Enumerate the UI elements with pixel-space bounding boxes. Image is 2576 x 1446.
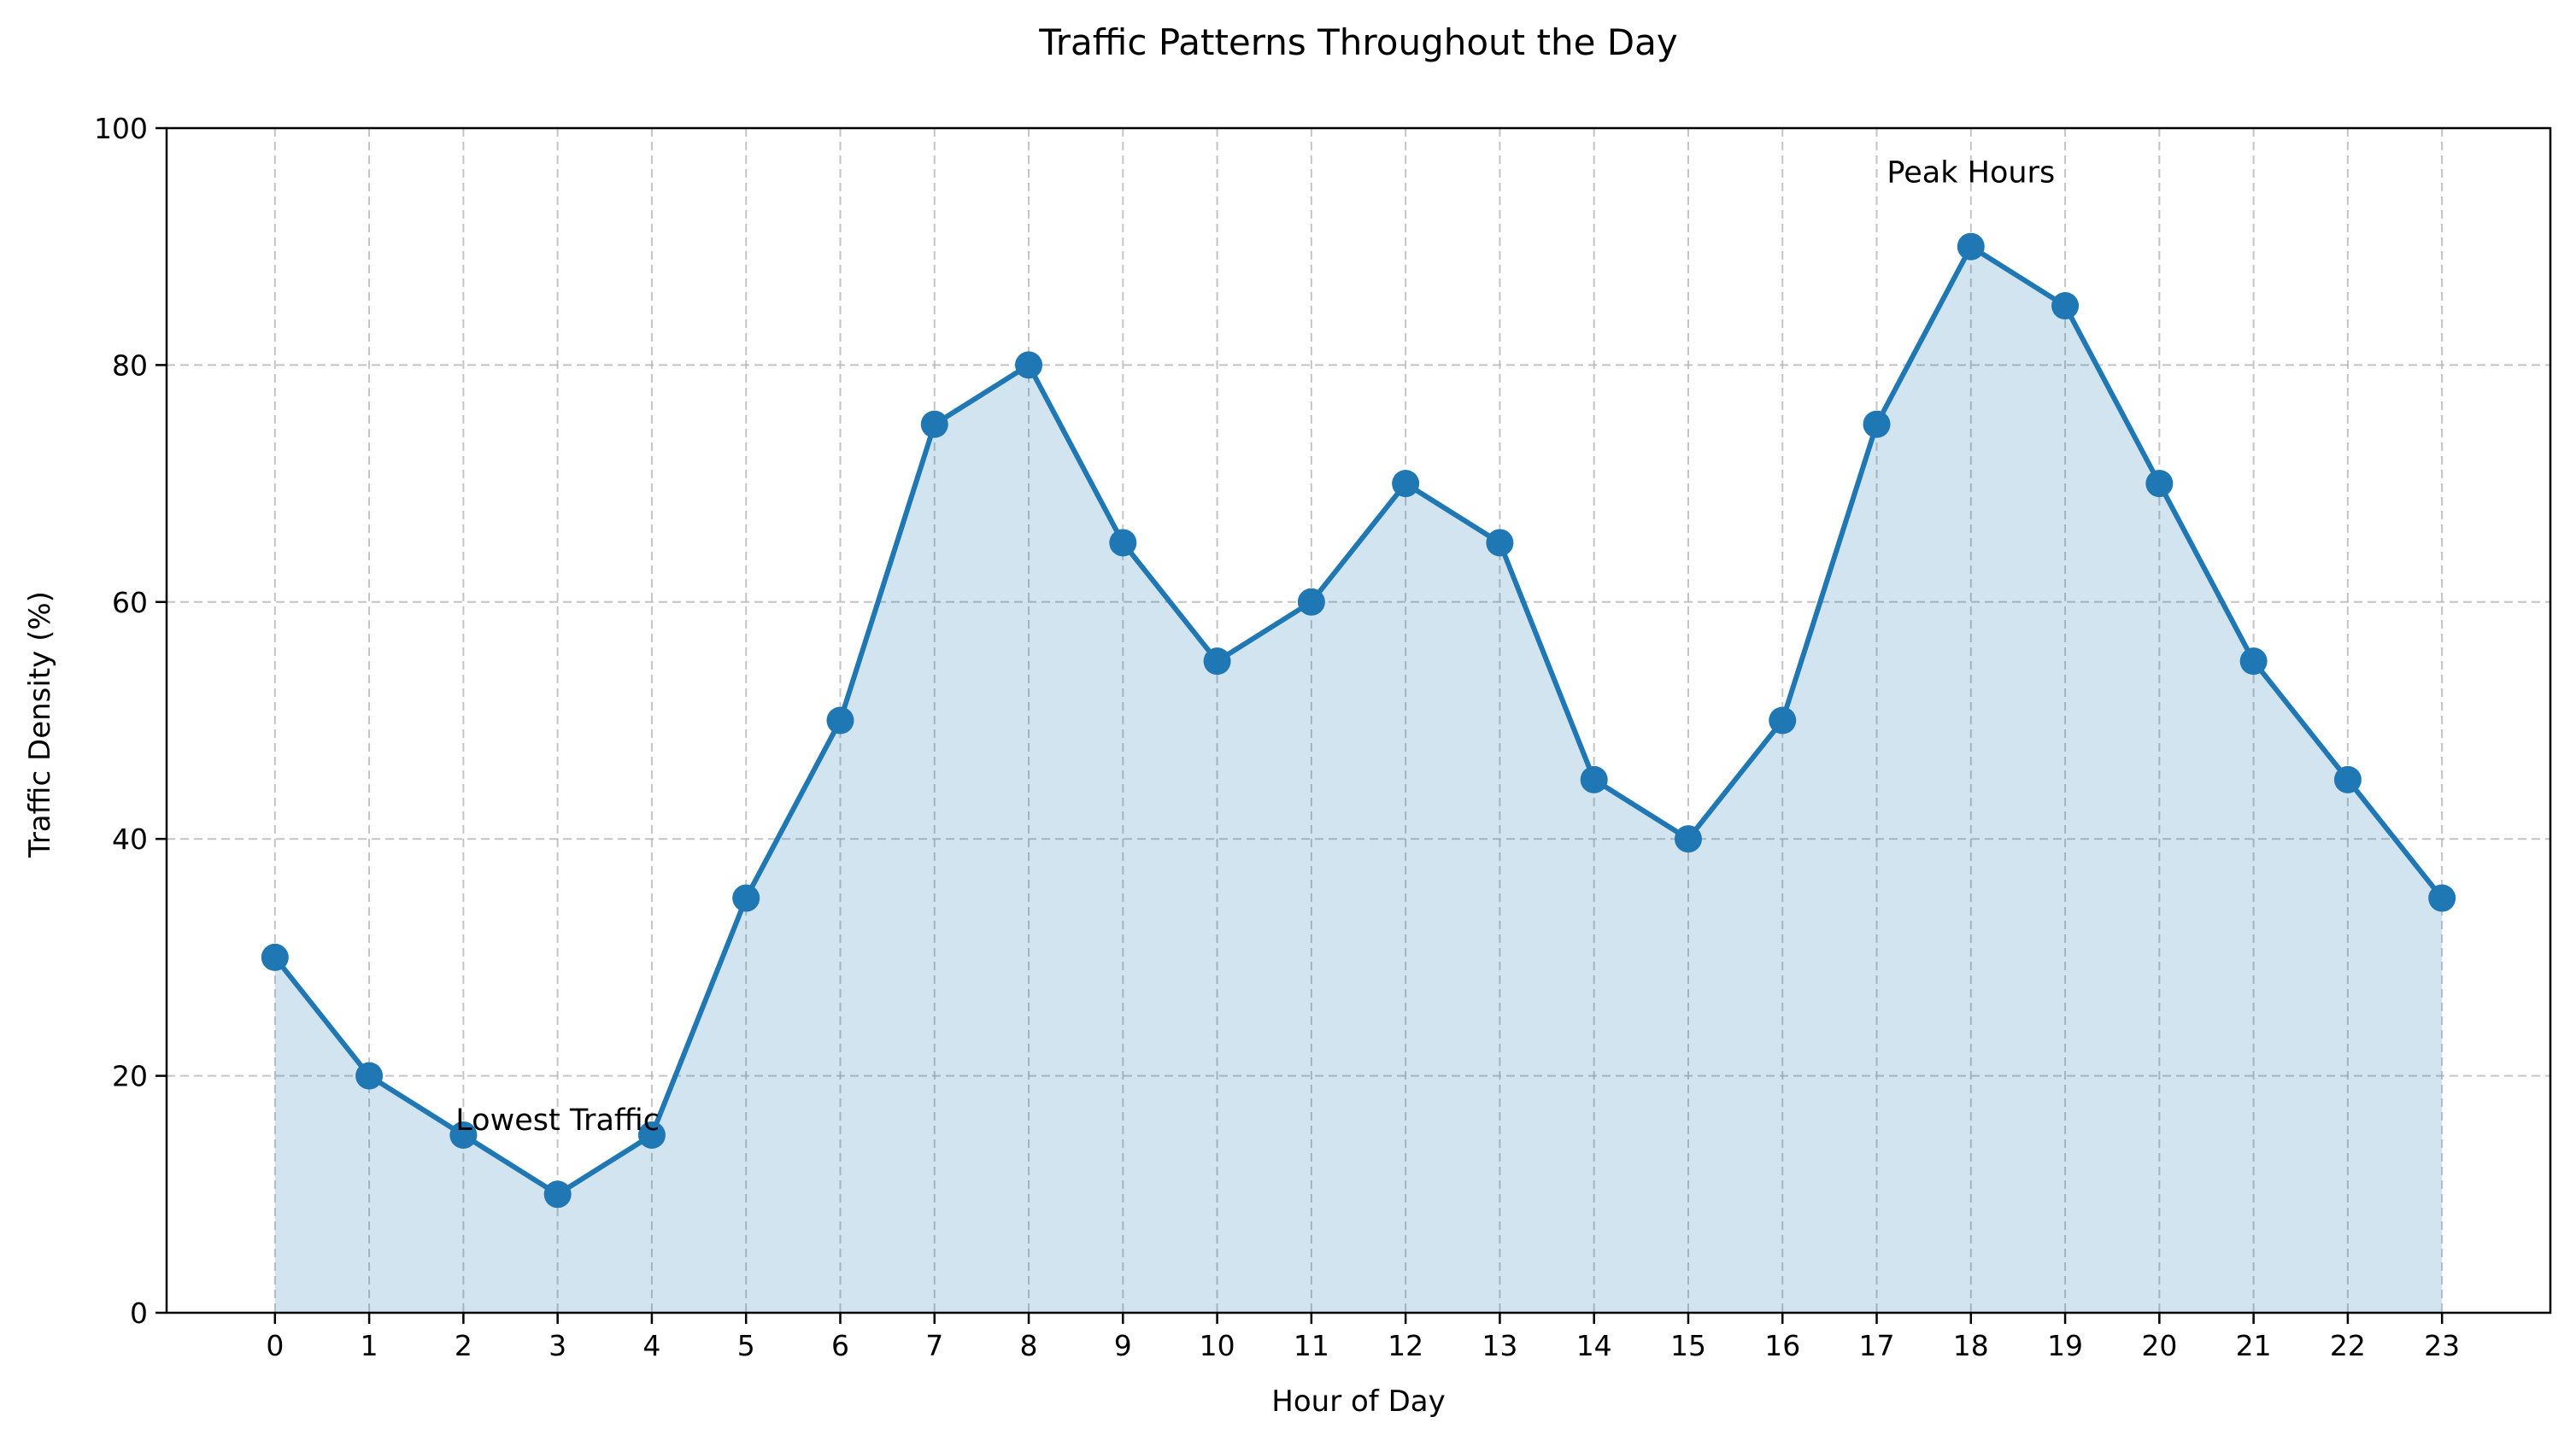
data-points: [261, 232, 2456, 1209]
x-tick-label: 18: [1953, 1329, 1989, 1362]
data-point: [1863, 410, 1891, 438]
plot-frame: [165, 126, 2552, 1314]
x-tick-label: 19: [2047, 1329, 2083, 1362]
data-point: [1580, 765, 1608, 793]
x-tick-label: 8: [1020, 1329, 1038, 1362]
x-tick-label: 2: [455, 1329, 472, 1362]
y-tick-label: 80: [112, 348, 148, 382]
chart-title: Traffic Patterns Throughout the Day: [1038, 21, 1677, 63]
x-tick-label: 5: [737, 1329, 755, 1362]
data-point: [826, 706, 854, 735]
data-point: [1392, 470, 1420, 498]
x-tick-label: 3: [549, 1329, 566, 1362]
y-tick-label: 60: [112, 586, 148, 619]
y-tick-label: 20: [112, 1060, 148, 1093]
data-point: [261, 943, 289, 971]
x-tick-label: 13: [1482, 1329, 1517, 1362]
x-axis-ticks: 0 1 2 3 4 5 6 7 8 9 10 11 12 13 14 15 16 17 18 19 20 21 22 23: [266, 1313, 2460, 1362]
y-tick-label: 0: [130, 1297, 148, 1330]
y-tick-label: 100: [94, 112, 148, 145]
data-point: [1674, 825, 1702, 853]
data-point: [1015, 351, 1043, 379]
data-point: [449, 1121, 478, 1149]
data-point: [2333, 765, 2362, 793]
data-point: [920, 410, 948, 438]
data-point: [1203, 647, 1231, 676]
x-tick-label: 0: [266, 1329, 284, 1362]
x-tick-label: 4: [643, 1329, 660, 1362]
x-tick-label: 16: [1764, 1329, 1800, 1362]
x-tick-label: 20: [2141, 1329, 2177, 1362]
data-point: [1769, 706, 1797, 735]
data-point: [1486, 529, 1514, 557]
x-axis-label: Hour of Day: [1271, 1385, 1445, 1419]
y-axis-label: Traffic Density (%): [23, 591, 57, 858]
data-point: [637, 1121, 666, 1149]
x-tick-label: 12: [1388, 1329, 1423, 1362]
data-point: [1109, 529, 1137, 557]
annotation-label: Lowest Traffic: [455, 1104, 660, 1138]
x-tick-label: 21: [2236, 1329, 2272, 1362]
series-line: [273, 243, 2444, 1197]
data-point: [2051, 292, 2080, 320]
x-tick-label: 17: [1859, 1329, 1895, 1362]
x-tick-label: 14: [1576, 1329, 1612, 1362]
y-tick-label: 40: [112, 823, 148, 856]
x-tick-label: 22: [2330, 1329, 2366, 1362]
x-tick-label: 15: [1670, 1329, 1706, 1362]
data-point: [2239, 647, 2268, 676]
data-point: [1957, 232, 1985, 261]
data-point: [732, 884, 760, 912]
x-tick-label: 9: [1114, 1329, 1132, 1362]
data-point: [355, 1062, 384, 1090]
x-tick-label: 6: [831, 1329, 849, 1362]
filled-area: [274, 246, 2443, 1314]
x-tick-label: 7: [925, 1329, 943, 1362]
y-axis-ticks: 0 20 40 60 80 100: [94, 112, 167, 1330]
data-point: [2145, 470, 2174, 498]
annotations: Lowest Traffic Peak Hours: [455, 155, 2055, 1138]
x-tick-label: 10: [1200, 1329, 1235, 1362]
x-tick-label: 11: [1294, 1329, 1329, 1362]
x-tick-label: 1: [361, 1329, 378, 1362]
annotation-label: Peak Hours: [1887, 155, 2055, 190]
x-tick-label: 23: [2424, 1329, 2460, 1362]
data-point: [543, 1180, 572, 1209]
data-point: [1297, 588, 1325, 616]
data-point: [2428, 884, 2456, 912]
